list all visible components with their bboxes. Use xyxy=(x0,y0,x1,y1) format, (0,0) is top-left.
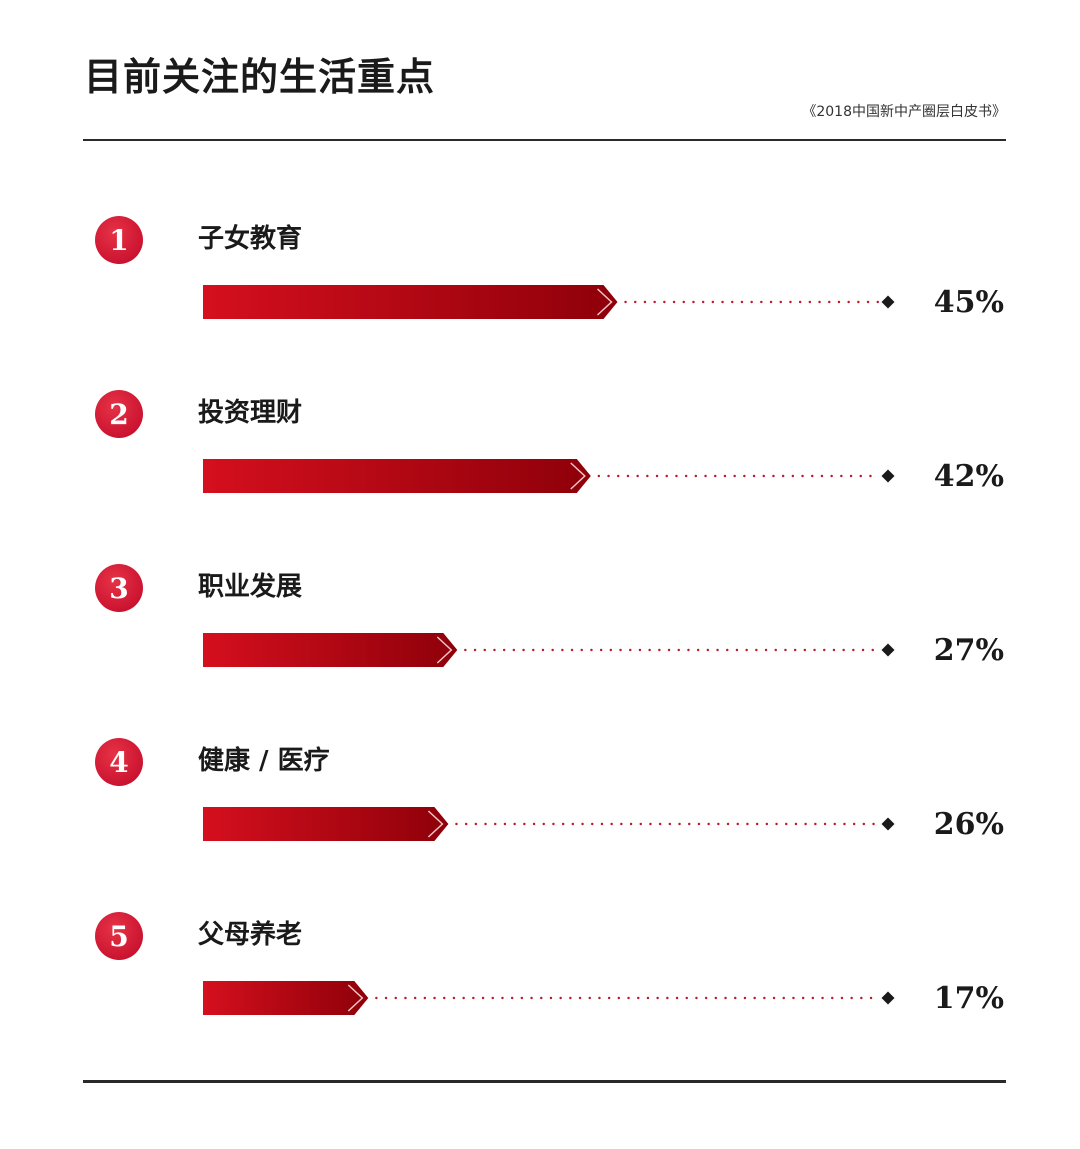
bar xyxy=(203,807,449,841)
value-label: 45% xyxy=(934,285,1004,320)
rank-badge xyxy=(95,564,143,612)
bar-tip-highlight xyxy=(596,288,613,316)
bar-row: 2 投资理财 42% xyxy=(95,390,1004,494)
rank-badge xyxy=(95,738,143,786)
bar-tip-highlight xyxy=(570,462,586,490)
rank-badge xyxy=(95,912,143,960)
category-label: 父母养老 xyxy=(198,919,302,950)
rank-number: 5 xyxy=(109,920,128,953)
diamond-marker xyxy=(881,295,895,309)
value-label: 17% xyxy=(934,981,1004,1016)
bar-row: 3 职业发展 27% xyxy=(95,564,1004,668)
rank-number: 2 xyxy=(109,398,128,431)
category-label: 职业发展 xyxy=(198,571,302,602)
rank-badge xyxy=(95,216,143,264)
bottom-divider xyxy=(83,1080,1006,1083)
rank-number: 3 xyxy=(109,572,128,605)
bar-row: 1 子女教育 45% xyxy=(95,216,1004,320)
category-label: 健康 / 医疗 xyxy=(198,745,330,776)
diamond-marker xyxy=(881,991,895,1005)
diamond-marker xyxy=(881,643,895,657)
bar xyxy=(203,633,458,667)
category-label: 子女教育 xyxy=(198,223,302,254)
bar-tip-highlight xyxy=(427,810,444,838)
top-divider xyxy=(83,139,1006,141)
bar-tip-highlight xyxy=(436,636,453,664)
value-label: 26% xyxy=(934,807,1004,842)
bar xyxy=(203,285,618,319)
rank-number: 1 xyxy=(109,224,128,257)
chart-title: 目前关注的生活重点 xyxy=(84,55,436,99)
diamond-marker xyxy=(881,469,895,483)
bar xyxy=(203,981,369,1015)
bar-tip-highlight xyxy=(347,984,364,1012)
source-citation: 《2018中国新中产圈层白皮书》 xyxy=(802,104,1006,120)
rank-badge xyxy=(95,390,143,438)
bar-row: 4 健康 / 医疗 26% xyxy=(95,738,1004,842)
category-label: 投资理财 xyxy=(198,398,302,428)
diamond-marker xyxy=(881,817,895,831)
value-label: 27% xyxy=(934,633,1004,668)
value-label: 42% xyxy=(934,459,1004,494)
rank-number: 4 xyxy=(109,746,128,779)
bar-row: 5 父母养老 17% xyxy=(95,912,1004,1016)
bar xyxy=(203,459,591,493)
